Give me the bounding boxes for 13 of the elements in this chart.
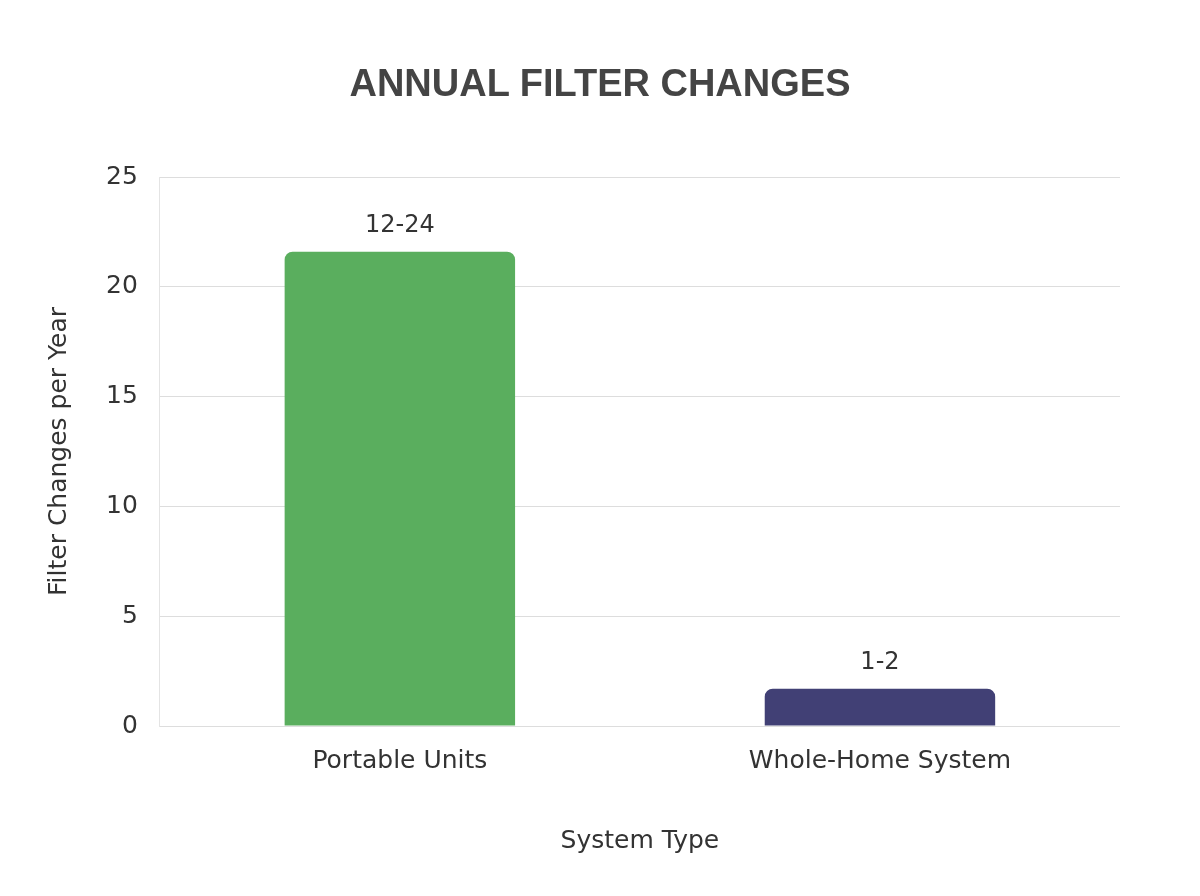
y-tick-label: 10: [106, 489, 138, 519]
y-axis-title: Filter Changes per Year: [42, 306, 72, 596]
x-axis-title: System Type: [560, 824, 720, 854]
y-tick-label: 5: [121, 599, 138, 629]
data-label: 1-2: [860, 646, 900, 675]
y-tick-label: 25: [106, 160, 138, 190]
y-tick-label: 0: [121, 709, 138, 739]
x-tick-label: Portable Units: [312, 744, 488, 774]
chart-title: ANNUAL FILTER CHANGES: [348, 62, 852, 105]
y-tick-label: 15: [106, 380, 138, 410]
data-label: 12-24: [364, 209, 435, 238]
x-tick-label: Whole-Home System: [748, 744, 1012, 774]
y-tick-label: 20: [106, 270, 138, 300]
